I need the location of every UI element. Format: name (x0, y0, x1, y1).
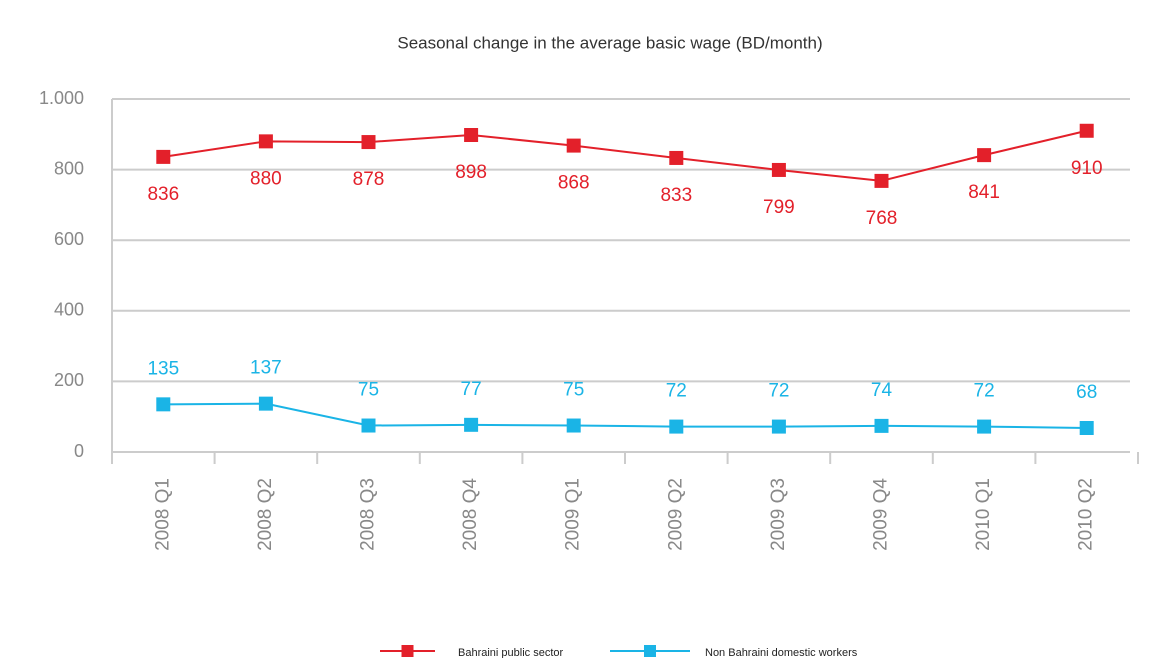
chart-title: Seasonal change in the average basic wag… (397, 33, 822, 52)
x-tick-label: 2009 Q4 (871, 478, 892, 551)
point-marker (771, 162, 786, 177)
x-tick-label: 2008 Q3 (358, 478, 379, 551)
y-tick-label: 800 (54, 158, 84, 178)
x-tick-label: 2009 Q1 (563, 478, 584, 551)
point-marker (361, 135, 376, 150)
y-tick-label: 1.000 (39, 88, 84, 108)
legend-label: Bahraini public sector (458, 647, 564, 658)
data-label: 833 (660, 185, 692, 206)
legend-marker (644, 645, 656, 657)
data-label: 137 (250, 358, 282, 379)
point-marker (156, 149, 171, 164)
data-label: 75 (358, 380, 379, 401)
point-marker (977, 419, 992, 434)
point-marker (1079, 123, 1094, 138)
point-marker (156, 397, 171, 412)
data-label: 68 (1076, 382, 1097, 403)
point-marker (874, 418, 889, 433)
point-marker (464, 128, 479, 143)
point-marker (464, 417, 479, 432)
legend-label: Non Bahraini domestic workers (705, 647, 858, 658)
data-label: 799 (763, 197, 795, 218)
series-line (163, 129, 1087, 182)
point-marker (669, 419, 684, 434)
point-marker (361, 418, 376, 433)
data-label: 135 (147, 358, 179, 379)
x-tick-label: 2008 Q2 (255, 478, 276, 551)
data-label: 836 (147, 184, 179, 205)
data-label: 768 (866, 208, 898, 229)
series-line (163, 402, 1087, 429)
data-label: 72 (974, 381, 995, 402)
x-tick-label: 2008 Q4 (460, 478, 481, 551)
data-label: 72 (768, 381, 789, 402)
point-marker (258, 134, 273, 149)
point-marker (566, 418, 581, 433)
y-tick-label: 0 (74, 441, 84, 461)
x-tick-label: 2009 Q2 (665, 478, 686, 551)
y-tick-label: 400 (54, 300, 84, 320)
x-tick-label: 2008 Q1 (152, 478, 173, 551)
y-tick-label: 200 (54, 370, 84, 390)
x-tick-label: 2010 Q1 (973, 478, 994, 551)
x-tick-label: 2010 Q2 (1076, 478, 1097, 551)
data-label: 880 (250, 168, 282, 189)
point-marker (669, 150, 684, 165)
y-tick-label: 600 (54, 229, 84, 249)
point-marker (874, 173, 889, 188)
data-label: 868 (558, 173, 590, 194)
data-label: 75 (563, 380, 584, 401)
point-marker (1079, 420, 1094, 435)
data-label: 74 (871, 380, 893, 401)
x-tick-label: 2009 Q3 (768, 478, 789, 551)
point-marker (258, 396, 273, 411)
point-marker (771, 419, 786, 434)
data-label: 841 (968, 182, 1000, 203)
data-label: 878 (353, 169, 385, 190)
point-marker (566, 138, 581, 153)
legend-marker (401, 645, 414, 657)
data-label: 910 (1071, 158, 1103, 179)
point-marker (977, 148, 992, 163)
data-label: 898 (455, 162, 487, 183)
data-label: 72 (666, 381, 687, 402)
data-label: 77 (461, 379, 482, 400)
